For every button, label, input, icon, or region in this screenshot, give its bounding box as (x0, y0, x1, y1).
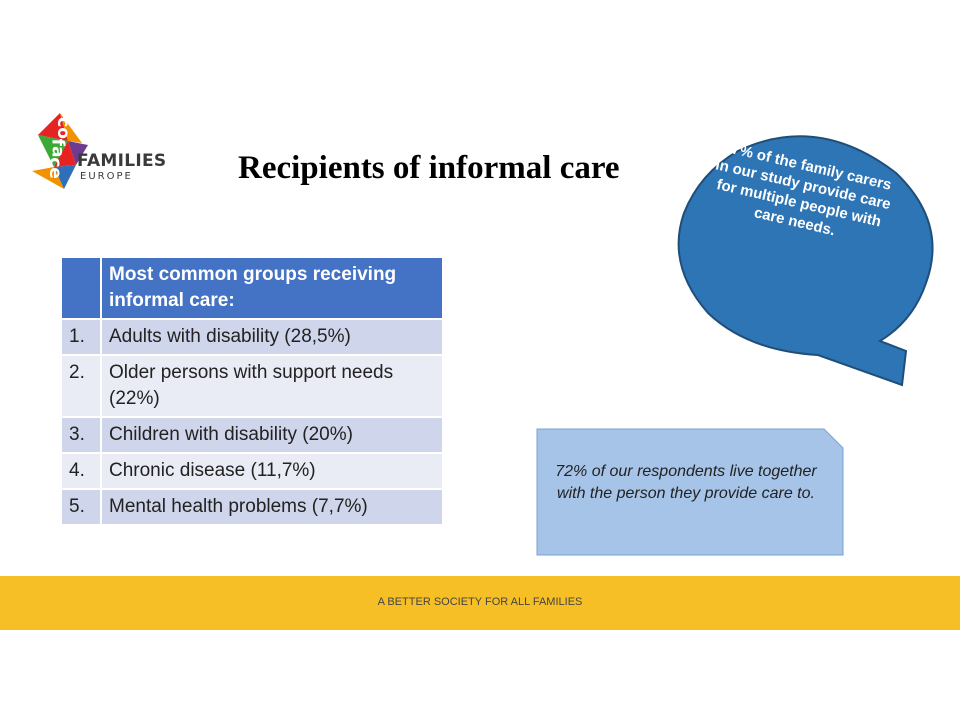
slide-title: Recipients of informal care (238, 150, 620, 186)
logo-star-icon (32, 113, 88, 189)
table-row: 3. Children with disability (20%) (60, 416, 444, 454)
row-text: Adults with disability (28,5%) (100, 318, 444, 356)
table-row: 4. Chronic disease (11,7%) (60, 452, 444, 490)
table-row: 2. Older persons with support needs (22%… (60, 354, 444, 418)
row-text: Older persons with support needs (22%) (100, 354, 444, 418)
table-header-num-cell (60, 256, 102, 320)
footer-bar (0, 576, 960, 630)
row-text: Chronic disease (11,7%) (100, 452, 444, 490)
row-text: Mental health problems (7,7%) (100, 488, 444, 526)
footer-tagline: A BETTER SOCIETY FOR ALL FAMILIES (377, 596, 583, 608)
logo-letters-fa: fa (47, 138, 68, 158)
speech-bubble-shape (677, 135, 934, 387)
table-header-cell: Most common groups receiving informal ca… (100, 256, 444, 320)
row-number: 5. (60, 488, 102, 526)
row-text: Children with disability (20%) (100, 416, 444, 454)
table-row: 1. Adults with disability (28,5%) (60, 318, 444, 356)
care-groups-table: Most common groups receiving informal ca… (60, 256, 444, 526)
logo-letters-ce: ce (44, 157, 65, 179)
table-row: 5. Mental health problems (7,7%) (60, 488, 444, 526)
note-box-shape (536, 428, 844, 556)
table-header-row: Most common groups receiving informal ca… (60, 256, 444, 320)
row-number: 3. (60, 416, 102, 454)
logo-letters-co: co (52, 117, 73, 139)
note-text: 72% of our respondents live together wit… (555, 463, 817, 502)
row-number: 1. (60, 318, 102, 356)
row-number: 2. (60, 354, 102, 418)
coface-logo (30, 105, 170, 195)
row-number: 4. (60, 452, 102, 490)
logo-text-families: FAMILIES (77, 151, 167, 171)
logo-text-europe: EUROPE (80, 171, 133, 182)
